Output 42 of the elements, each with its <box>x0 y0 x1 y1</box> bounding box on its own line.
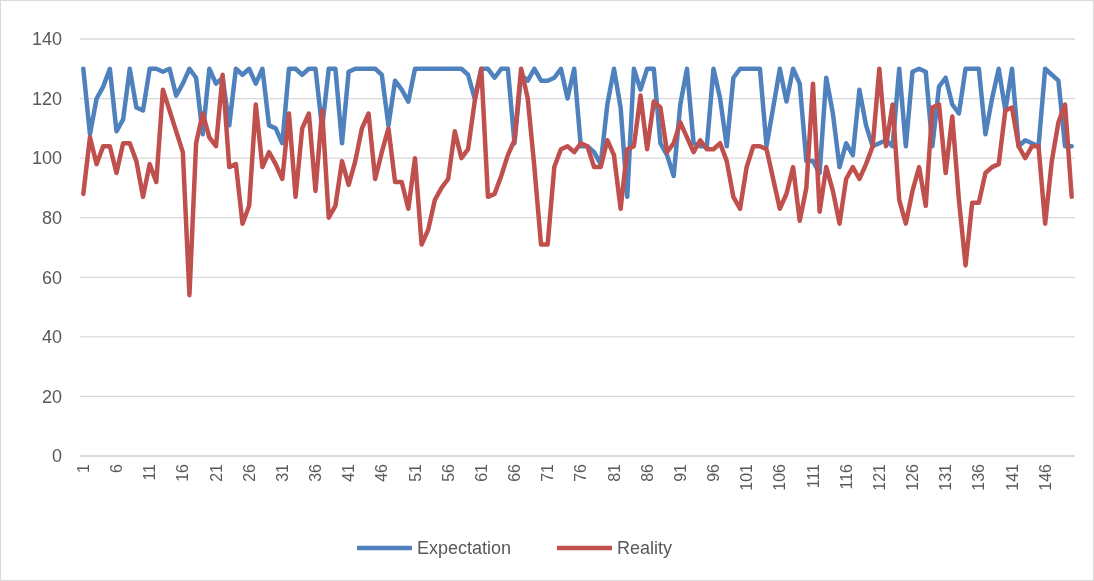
x-tick-label: 126 <box>904 463 922 491</box>
x-tick-label: 91 <box>671 463 689 482</box>
x-tick-label: 96 <box>705 463 723 482</box>
x-tick-label: 41 <box>340 463 358 482</box>
x-tick-label: 1 <box>74 463 92 473</box>
y-tick-label: 0 <box>51 446 62 467</box>
x-tick-label: 61 <box>472 463 490 482</box>
x-tick-label: 21 <box>207 463 225 482</box>
x-tick-label: 56 <box>439 463 457 482</box>
x-tick-label: 11 <box>141 463 159 481</box>
legend-label: Reality <box>617 538 673 559</box>
x-tick-label: 36 <box>307 463 325 482</box>
x-tick-label: 46 <box>373 463 391 482</box>
x-tick-label: 141 <box>1003 463 1021 491</box>
x-tick-label: 121 <box>870 463 888 491</box>
y-tick-label: 140 <box>31 29 62 50</box>
y-tick-label: 120 <box>31 88 62 109</box>
x-tick-label: 106 <box>771 463 789 491</box>
x-tick-label: 16 <box>174 463 192 482</box>
x-tick-label: 6 <box>108 463 126 473</box>
x-tick-label: 76 <box>572 463 590 482</box>
y-tick-label: 20 <box>41 386 62 407</box>
x-tick-label: 86 <box>638 463 656 482</box>
y-tick-label: 40 <box>41 327 62 348</box>
y-tick-label: 80 <box>41 208 62 229</box>
x-tick-label: 131 <box>937 463 955 491</box>
x-tick-label: 116 <box>837 463 855 490</box>
x-tick-label: 101 <box>738 463 756 491</box>
x-tick-label: 66 <box>506 463 524 482</box>
x-tick-label: 51 <box>406 463 424 482</box>
y-tick-label: 60 <box>41 267 62 288</box>
line-series <box>81 66 1074 298</box>
x-tick-label: 81 <box>605 463 623 482</box>
x-tick-label: 31 <box>273 463 291 482</box>
x-tick-label: 26 <box>240 463 258 482</box>
x-tick-label: 136 <box>970 463 988 491</box>
x-tick-label: 111 <box>804 463 822 489</box>
y-tick-label: 100 <box>31 148 62 169</box>
x-tick-label: 146 <box>1036 463 1054 491</box>
x-tick-label: 71 <box>539 463 557 482</box>
legend-label: Expectation <box>417 538 512 559</box>
line-series <box>81 66 1074 200</box>
